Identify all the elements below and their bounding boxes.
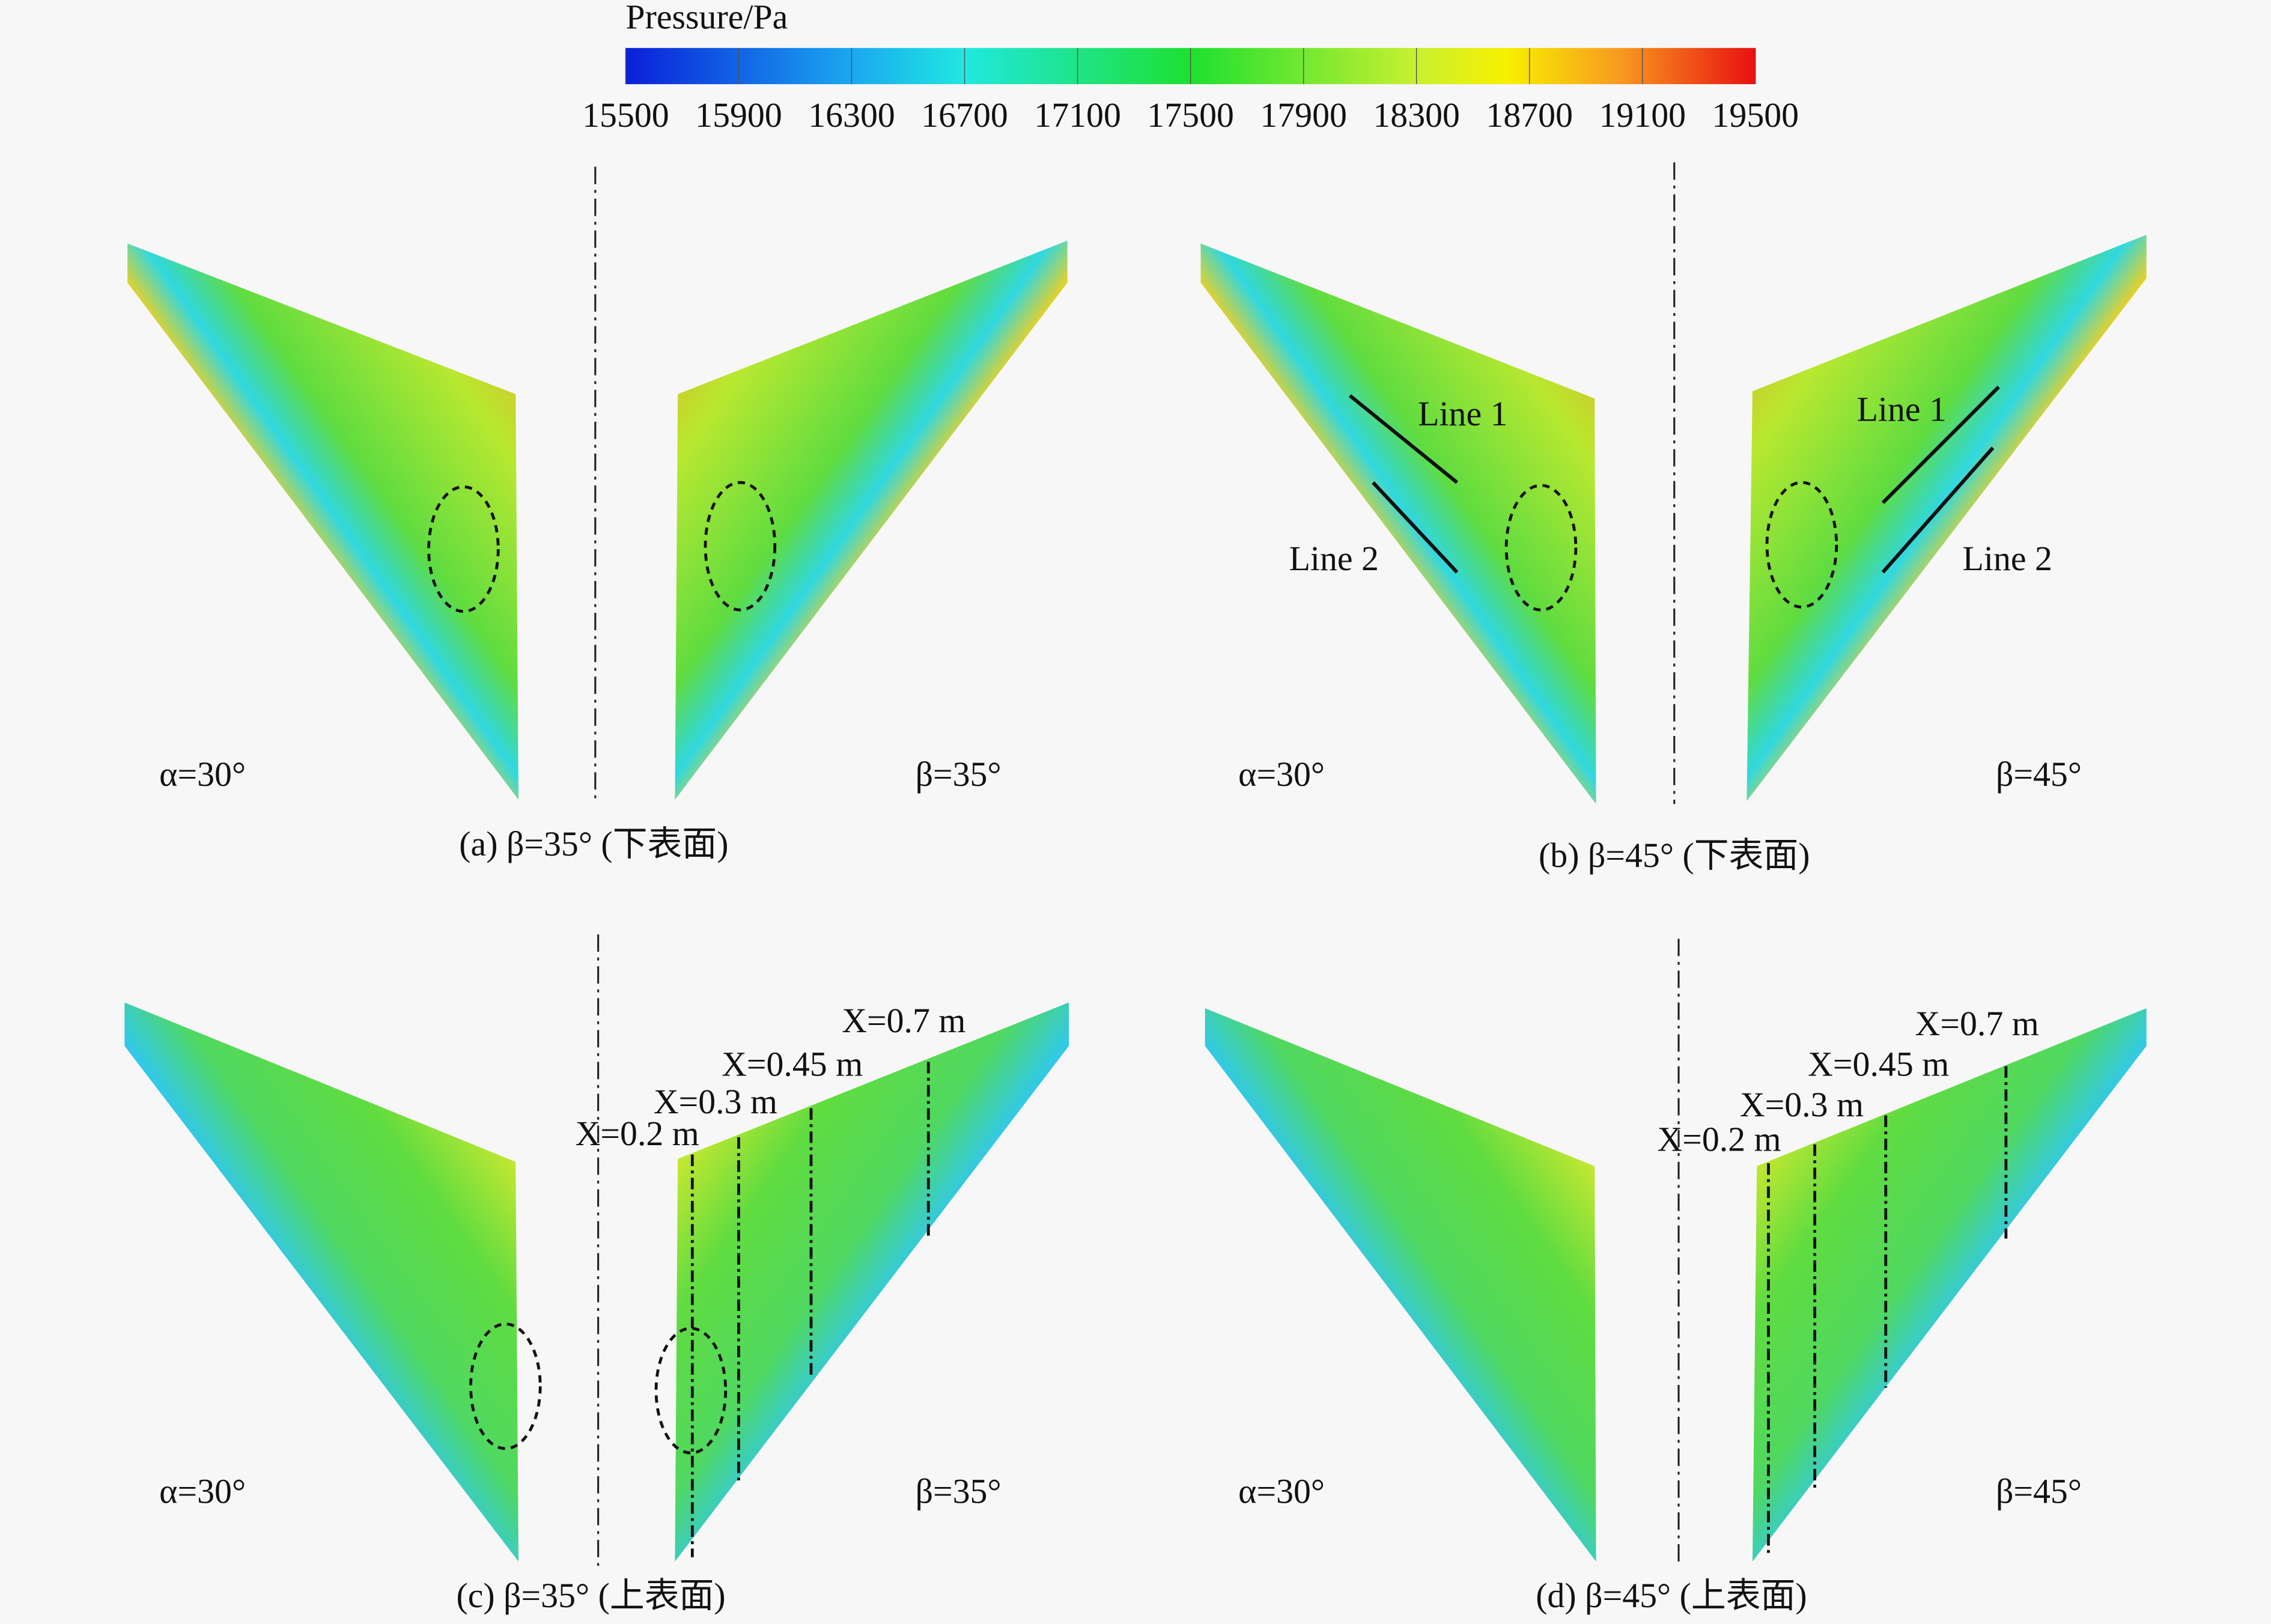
annotation: X=0.45 m	[722, 1044, 863, 1083]
highlight-ellipse	[1504, 484, 1578, 612]
angle-label: β=35°	[916, 755, 1002, 794]
caption: (a) β=35° (下表面)	[459, 824, 728, 863]
annotation: X=0.2 m	[1657, 1120, 1781, 1159]
caption: (b) β=45° (下表面)	[1539, 836, 1810, 875]
colorbar-tick-label: 17900	[1260, 96, 1347, 135]
line-marker	[1881, 385, 2000, 504]
annotation: Line 1	[1418, 394, 1507, 433]
highlight-ellipse	[704, 481, 777, 612]
annotation: X=0.7 m	[1915, 1004, 2039, 1043]
angle-label: α=30°	[1238, 1471, 1325, 1510]
annotation: X=0.45 m	[1808, 1044, 1949, 1083]
wing-contour	[675, 1002, 1069, 1562]
wing-contour	[127, 243, 519, 800]
colorbar-tick-label: 15500	[582, 96, 669, 135]
line-marker	[1348, 394, 1459, 484]
angle-label: β=45°	[1996, 755, 2082, 794]
angle-label: α=30°	[1238, 755, 1325, 794]
colorbar-tick-label: 18300	[1373, 96, 1460, 135]
colorbar-ticks: 15500 15900 16300 16700 17100 17500 17900 18300…	[582, 47, 1799, 135]
angle-label: β=45°	[1996, 1471, 2082, 1510]
annotation: X=0.3 m	[654, 1082, 777, 1121]
angle-label: α=30°	[159, 755, 246, 794]
annotation: Line 1	[1857, 390, 1947, 429]
colorbar-tick-label: 19500	[1712, 96, 1799, 135]
colorbar-tick-label: 19100	[1599, 96, 1686, 135]
colorbar-tick-label: 17500	[1147, 96, 1234, 135]
highlight-ellipse	[427, 485, 500, 613]
angle-label: α=30°	[159, 1471, 246, 1510]
annotation: X=0.7 m	[842, 1001, 965, 1040]
wing-contour	[1752, 1008, 2147, 1562]
highlight-ellipse	[469, 1322, 542, 1450]
wing-contour	[675, 240, 1068, 800]
line-marker	[1372, 481, 1459, 574]
colorbar-tick-label: 16300	[808, 96, 895, 135]
colorbar-tick-label: 17100	[1034, 96, 1121, 135]
line-marker	[1881, 446, 1995, 574]
annotation: Line 2	[1289, 539, 1379, 578]
wing-contour	[1200, 243, 1596, 804]
annotation: X=0.3 m	[1740, 1085, 1864, 1124]
caption: (c) β=35° (上表面)	[456, 1576, 725, 1615]
colorbar-tick-label: 15900	[695, 96, 782, 135]
colorbar-tick-label: 18700	[1486, 96, 1573, 135]
angle-label: β=35°	[916, 1471, 1002, 1510]
wing-contour	[1747, 234, 2147, 801]
colorbar-title: Pressure/Pa	[625, 0, 788, 36]
wing-contour	[1205, 1008, 1596, 1562]
annotation: X=0.2 m	[576, 1114, 699, 1153]
annotation: Line 2	[1963, 539, 2052, 578]
highlight-ellipse	[1765, 481, 1838, 609]
colorbar-tick-label: 16700	[921, 96, 1008, 135]
wing-contour	[124, 1002, 519, 1562]
caption: (d) β=45° (上表面)	[1536, 1576, 1807, 1615]
highlight-ellipse	[654, 1327, 728, 1455]
